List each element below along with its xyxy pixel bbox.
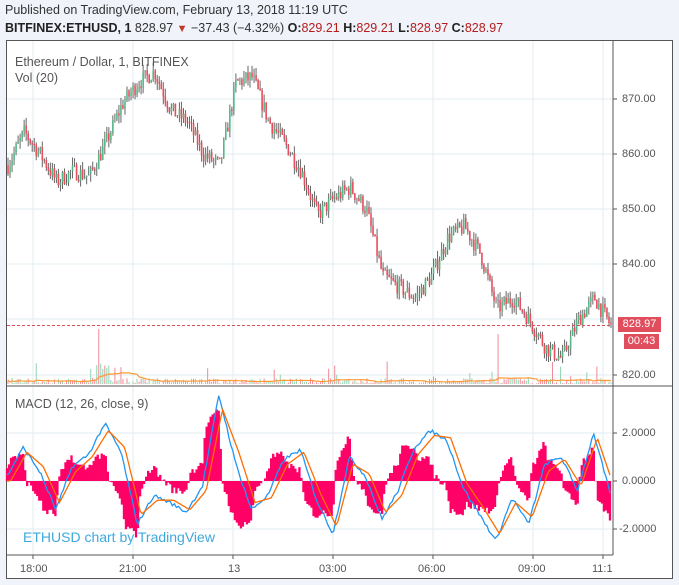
time-axis-label: 03:00: [319, 563, 347, 575]
symbol-name: BITFINEX:ETHUSD, 1: [5, 21, 132, 35]
tradingview-watermark[interactable]: ETHUSD chart by TradingView: [23, 529, 215, 545]
open-label: O:: [287, 21, 302, 35]
close-label: C:: [451, 21, 465, 35]
high-value: 829.21: [356, 21, 395, 35]
close-value: 828.97: [464, 21, 504, 35]
time-axis-label: 06:00: [418, 563, 446, 575]
price-axis-label: 870.00: [622, 93, 656, 105]
time-axis-label: 18:00: [20, 563, 48, 575]
macd-axis-label: 0.0000: [622, 475, 656, 487]
price-change: −37.43 (−4.32%): [190, 21, 285, 35]
symbol-quote-line: BITFINEX:ETHUSD, 1 828.97 ▼ −37.43 (−4.3…: [5, 21, 503, 35]
price-axis-label: 820.00: [622, 369, 656, 381]
time-axis-label: 09:00: [518, 563, 546, 575]
time-axis-label: 21:00: [119, 563, 147, 575]
macd-legend[interactable]: MACD (12, 26, close, 9): [15, 397, 149, 411]
published-line: Published on TradingView.com, February 1…: [5, 3, 348, 17]
low-label: L:: [398, 21, 410, 35]
high-label: H:: [343, 21, 357, 35]
down-arrow-icon: ▼: [176, 23, 188, 35]
macd-axis-label: 2.0000: [622, 427, 656, 439]
macd-axis-label: -2.0000: [619, 523, 657, 535]
bar-countdown-tag: 00:43: [624, 334, 659, 349]
low-value: 828.97: [409, 21, 449, 35]
open-value: 829.21: [301, 21, 340, 35]
price-axis-label: 860.00: [622, 148, 656, 160]
price-axis-label: 840.00: [622, 258, 656, 270]
chart-legend-title: Ethereum / Dollar, 1, BITFINEX: [15, 55, 189, 69]
time-axis-label: 11:1: [592, 563, 613, 575]
last-price-tag: 828.97: [618, 317, 661, 332]
volume-legend[interactable]: Vol (20): [15, 71, 59, 85]
last-price: 828.97: [134, 21, 174, 35]
price-axis-label: 850.00: [622, 203, 656, 215]
time-axis-label: 13: [228, 563, 241, 575]
